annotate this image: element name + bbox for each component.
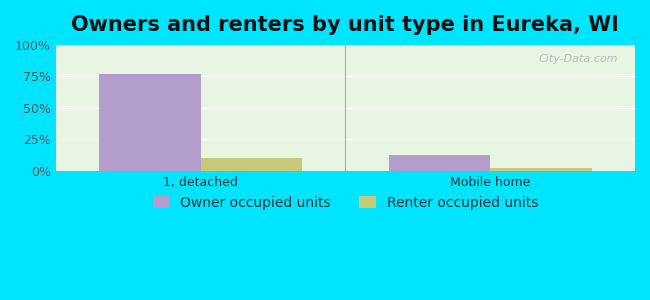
Bar: [389, 154, 490, 171]
Legend: Owner occupied units, Renter occupied units: Owner occupied units, Renter occupied un…: [146, 189, 545, 217]
Title: Owners and renters by unit type in Eureka, WI: Owners and renters by unit type in Eurek…: [72, 15, 619, 35]
Bar: [99, 74, 201, 171]
Bar: [490, 168, 592, 171]
Text: City-Data.com: City-Data.com: [538, 54, 617, 64]
Bar: [201, 158, 302, 171]
